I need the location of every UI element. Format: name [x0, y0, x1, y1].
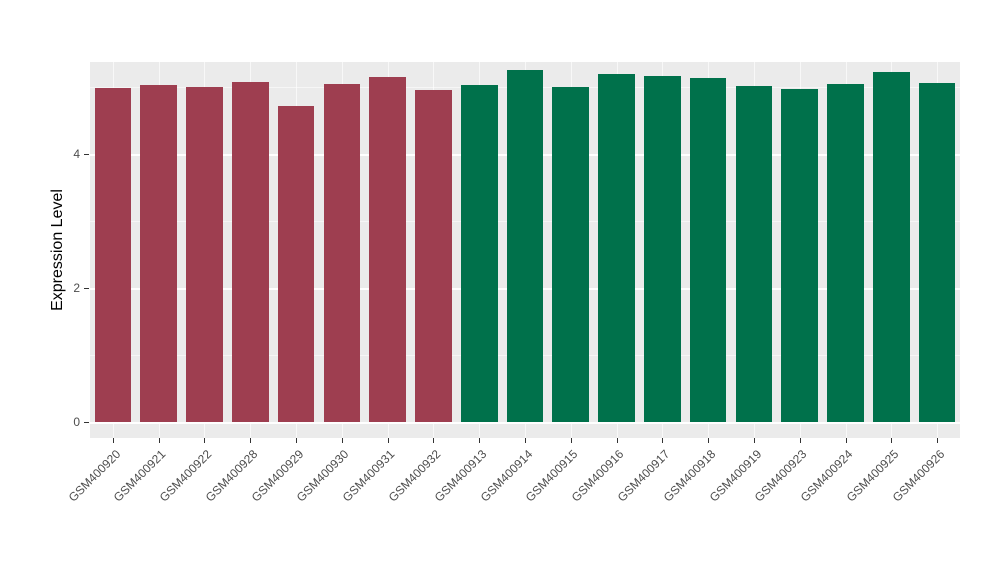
y-tick-mark: [84, 288, 89, 289]
x-tick-mark: [341, 438, 343, 443]
y-tick-mark: [84, 154, 89, 155]
x-tick-mark: [112, 438, 114, 443]
x-tick-mark: [158, 438, 160, 443]
bar-GSM400917: [644, 76, 681, 422]
x-tick-mark: [204, 438, 206, 443]
bar-GSM400918: [689, 77, 727, 422]
bar-GSM400913: [460, 85, 498, 422]
bar-GSM400930: [323, 83, 361, 422]
x-tick-mark: [296, 438, 298, 443]
bar-GSM400926: [918, 82, 956, 422]
x-tick-mark: [891, 438, 893, 443]
bar-GSM400914: [506, 70, 544, 422]
plot-panel: [90, 62, 960, 438]
x-tick-mark: [433, 438, 435, 443]
y-tick-label: 0: [73, 415, 80, 429]
bar-GSM400923: [781, 89, 819, 422]
bar-GSM400921: [140, 85, 177, 422]
bar-GSM400925: [873, 72, 910, 422]
bar-GSM400928: [231, 81, 269, 422]
bar-GSM400916: [598, 73, 635, 422]
x-tick-mark: [570, 438, 572, 443]
x-tick-mark: [753, 438, 755, 443]
bar-GSM400924: [827, 84, 864, 422]
x-tick-mark: [616, 438, 618, 443]
x-tick-mark: [845, 438, 847, 443]
bar-GSM400920: [94, 88, 132, 422]
y-tick-label: 4: [73, 147, 80, 161]
x-tick-mark: [662, 438, 664, 443]
bar-GSM400919: [735, 85, 773, 422]
x-tick-mark: [937, 438, 939, 443]
bar-GSM400932: [415, 90, 452, 422]
x-tick-mark: [479, 438, 481, 443]
x-tick-mark: [799, 438, 801, 443]
x-tick-mark: [250, 438, 252, 443]
y-tick-label: 2: [73, 281, 80, 295]
x-tick-mark: [525, 438, 526, 443]
bar-GSM400915: [552, 87, 590, 422]
y-tick-mark: [84, 422, 89, 423]
x-tick-mark: [387, 438, 389, 443]
x-tick-mark: [708, 438, 710, 443]
bar-GSM400931: [369, 76, 406, 422]
bar-GSM400929: [277, 105, 315, 422]
bar-GSM400922: [186, 87, 223, 422]
